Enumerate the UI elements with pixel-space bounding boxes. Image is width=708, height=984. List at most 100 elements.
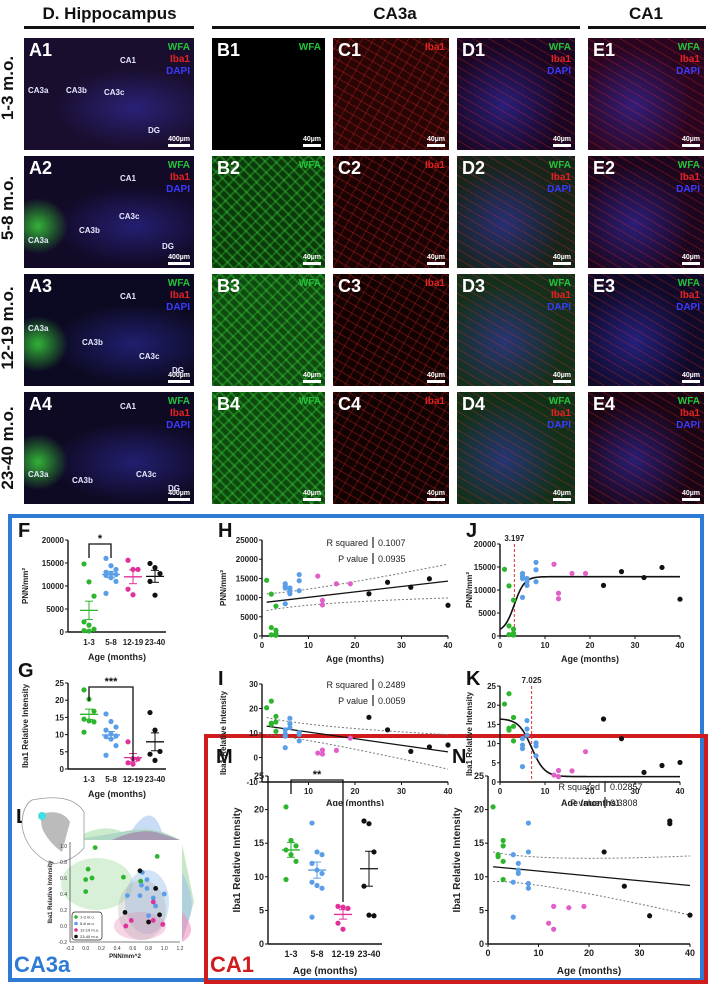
stain-dapi: DAPI <box>547 184 571 195</box>
svg-text:0.4: 0.4 <box>114 946 121 952</box>
svg-text:30: 30 <box>249 680 258 689</box>
panel-tag: B1 <box>217 40 241 60</box>
svg-text:0.2489: 0.2489 <box>378 680 406 690</box>
svg-text:R squared: R squared <box>558 782 600 792</box>
svg-text:10: 10 <box>304 641 313 650</box>
svg-text:-10: -10 <box>246 778 258 787</box>
stain-iba1: Iba1 <box>169 54 190 65</box>
panel-letter-f: F <box>18 520 31 542</box>
svg-text:0: 0 <box>259 939 264 949</box>
svg-text:20000: 20000 <box>474 540 497 549</box>
stain-dapi: DAPI <box>166 420 190 431</box>
micrograph-d1: D1 WFA Iba1 DAPI 40µm <box>457 38 575 150</box>
stain-dapi: DAPI <box>676 302 700 313</box>
stain-wfa: WFA <box>167 160 190 171</box>
micrograph-c1: C1 Iba1 40µm <box>333 38 449 150</box>
stain-iba1: Iba1 <box>169 408 190 419</box>
scale-bar: 40µm <box>426 136 445 147</box>
svg-text:1-3: 1-3 <box>284 949 297 959</box>
stain-wfa: WFA <box>298 160 321 171</box>
svg-text:5: 5 <box>492 759 497 768</box>
panel-tag: A4 <box>29 394 53 414</box>
svg-text:10: 10 <box>304 787 313 796</box>
region-tag-ca3a: CA3a <box>14 952 71 977</box>
svg-text:30: 30 <box>634 948 644 958</box>
stain-iba1: Iba1 <box>679 172 700 183</box>
panel-letter-g: G <box>18 660 34 682</box>
region-tag-ca1: CA1 <box>210 952 255 977</box>
stain-legend: WFA Iba1 DAPI <box>676 42 700 78</box>
scale-bar: 40µm <box>426 254 445 265</box>
svg-text:Age (months): Age (months) <box>557 966 621 977</box>
svg-text:23-40: 23-40 <box>145 775 166 784</box>
micrograph-e4: E4 WFA Iba1 DAPI 40µm <box>588 392 704 504</box>
svg-text:1-3: 1-3 <box>83 775 95 784</box>
svg-text:0: 0 <box>492 778 497 787</box>
stain-legend: WFA Iba1 DAPI <box>676 396 700 432</box>
svg-text:***: *** <box>105 676 119 688</box>
panel-tag: A1 <box>29 40 53 60</box>
stain-legend: WFA Iba1 DAPI <box>547 396 571 432</box>
panel-tag: D2 <box>462 158 486 178</box>
svg-text:5000: 5000 <box>478 609 496 618</box>
scale-bar: 400µm <box>168 254 190 265</box>
stain-wfa: WFA <box>298 396 321 407</box>
svg-text:0: 0 <box>260 641 265 650</box>
row-label-23-40: 23-40 m.o. <box>0 406 17 490</box>
stain-legend: WFA Iba1 DAPI <box>547 42 571 78</box>
svg-text:0.1007: 0.1007 <box>378 538 406 548</box>
scale-bar: 40µm <box>302 372 321 383</box>
micrograph-b4: B4 WFA 40µm <box>212 392 325 504</box>
stain-legend: Iba1 <box>425 42 445 54</box>
header-hippocampus: D. Hippocampus <box>42 4 177 23</box>
stain-legend: WFA Iba1 DAPI <box>166 278 190 314</box>
svg-text:**: ** <box>313 769 322 781</box>
stain-legend: Iba1 <box>425 160 445 172</box>
svg-text:0: 0 <box>60 765 65 774</box>
header-ca1: CA1 <box>628 4 663 23</box>
svg-text:7.025: 7.025 <box>522 676 543 685</box>
svg-text:0: 0 <box>60 628 65 637</box>
chart-g-iba1-by-age: 0 5 10 15 20 25 Iba1 Relative Intensity Age (mo… <box>21 676 166 799</box>
svg-text:5: 5 <box>259 905 264 915</box>
scale-bar: 40µm <box>426 490 445 501</box>
stain-dapi: DAPI <box>166 66 190 77</box>
region-ca3c: CA3c <box>104 88 125 97</box>
svg-text:15: 15 <box>487 720 496 729</box>
panel-letter-j: J <box>466 520 478 542</box>
svg-text:15: 15 <box>254 838 264 848</box>
stain-wfa: WFA <box>548 160 571 171</box>
stain-dapi: DAPI <box>547 302 571 313</box>
svg-text:10: 10 <box>541 787 550 796</box>
svg-text:20: 20 <box>474 805 484 815</box>
micrograph-b1: B1 WFA 40µm <box>212 38 325 150</box>
stain-legend: WFA Iba1 DAPI <box>676 278 700 314</box>
stain-iba1: Iba1 <box>679 54 700 65</box>
svg-text:Iba1 Relative Intensity: Iba1 Relative Intensity <box>219 690 228 775</box>
micrograph-d4: D4 WFA Iba1 DAPI 40µm <box>457 392 575 504</box>
svg-text:15000: 15000 <box>474 563 497 572</box>
stain-iba1: Iba1 <box>424 42 445 53</box>
stain-legend: WFA <box>299 396 321 408</box>
micrograph-b2: B2 WFA 40µm <box>212 156 325 268</box>
micrograph-e3: E3 WFA Iba1 DAPI 40µm <box>588 274 704 386</box>
region-ca3c: CA3c <box>136 470 157 479</box>
svg-text:Age (months): Age (months) <box>561 654 619 664</box>
micrograph-a4: A4 WFA Iba1 DAPI 400µm CA1 CA3a CA3b CA3c DG <box>24 392 194 504</box>
stain-legend: Iba1 <box>425 278 445 290</box>
panel-tag: D4 <box>462 394 486 414</box>
stain-iba1: Iba1 <box>169 172 190 183</box>
micrograph-c3: C3 Iba1 40µm <box>333 274 449 386</box>
panel-tag: A2 <box>29 158 53 178</box>
chart-n-ca1-iba1-linear: 0 5 10 15 20 25 Iba1 Relative Intensity Age (mo… <box>452 771 695 977</box>
svg-text:23-40 m.o.: 23-40 m.o. <box>80 934 99 939</box>
region-ca3a: CA3a <box>28 470 49 479</box>
panel-tag: B2 <box>217 158 241 178</box>
svg-text:Age (months): Age (months) <box>88 789 146 799</box>
scale-bar: 40µm <box>302 136 321 147</box>
svg-text:25: 25 <box>474 771 484 781</box>
svg-text:5: 5 <box>60 748 65 757</box>
region-ca3b: CA3b <box>72 476 93 485</box>
stain-wfa: WFA <box>548 42 571 53</box>
stain-iba1: Iba1 <box>550 172 571 183</box>
